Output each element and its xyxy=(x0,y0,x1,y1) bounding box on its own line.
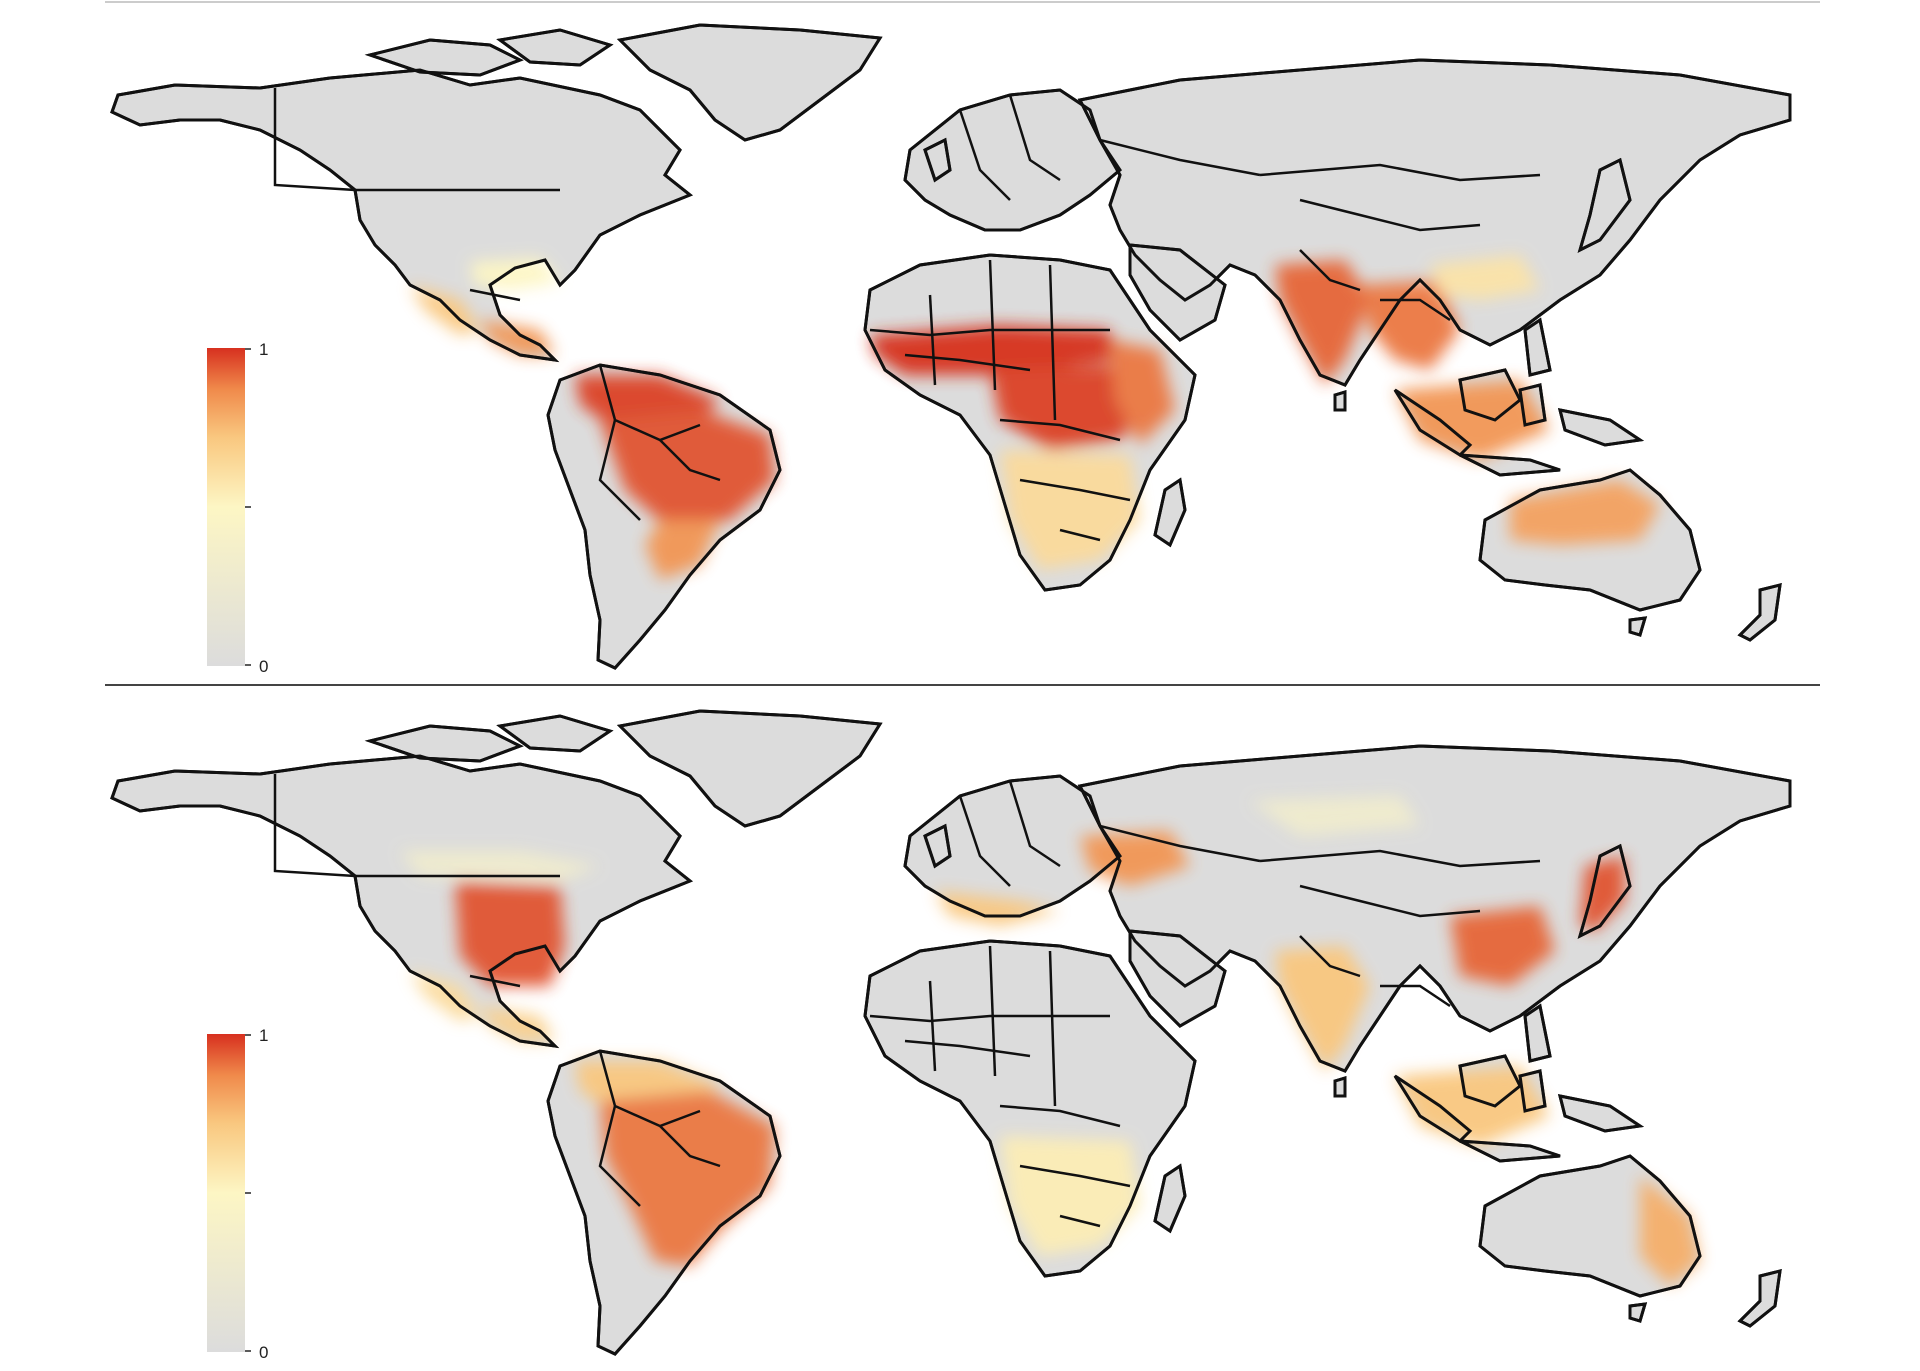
heat-region-top-india xyxy=(1275,260,1370,385)
heat-region-bottom-eastern-united-states xyxy=(455,881,565,986)
legend-top: 1 0 xyxy=(207,340,268,676)
heat-region-bottom-southern-europe xyxy=(935,891,1060,926)
legend-bottom: 1 0 xyxy=(207,1026,268,1362)
map-panel-bottom: 1 0 xyxy=(110,709,1792,1362)
heat-region-top-brazil-amazon xyxy=(600,410,775,530)
heat-region-bottom-brazil xyxy=(600,1091,775,1266)
heat-region-top-indonesia xyxy=(1395,380,1550,460)
legend-max-label-top: 1 xyxy=(259,340,268,359)
heat-region-top-brazil-south xyxy=(645,520,720,580)
heat-region-bottom-central-america xyxy=(480,1006,555,1041)
heat-region-bottom-southern-africa xyxy=(1000,1136,1140,1256)
heat-region-top-southern-china xyxy=(1430,255,1540,300)
heat-region-bottom-eastern-china xyxy=(1450,906,1555,986)
legend-min-label-bottom: 0 xyxy=(259,1343,268,1362)
heat-region-top-central-africa xyxy=(990,365,1150,450)
heat-region-top-northern-australia xyxy=(1510,480,1660,545)
heat-region-bottom-india xyxy=(1275,946,1370,1071)
legend-colorbar-top xyxy=(207,348,245,666)
legend-max-label-bottom: 1 xyxy=(259,1026,268,1045)
heat-region-top-east-africa xyxy=(1110,340,1175,445)
heat-region-bottom-japan xyxy=(1580,856,1625,931)
heat-region-bottom-indonesia xyxy=(1395,1066,1550,1146)
heat-layer-bottom xyxy=(400,796,1700,1286)
legend-colorbar-bottom xyxy=(207,1034,245,1352)
legend-min-label-top: 0 xyxy=(259,657,268,676)
heat-region-top-southern-africa xyxy=(1000,450,1140,570)
heat-region-top-southeast-asia xyxy=(1360,280,1460,370)
heat-region-bottom-southern-canada xyxy=(400,851,600,881)
map-panel-top: 1 0 xyxy=(105,1,1820,676)
heat-region-bottom-central-russia xyxy=(1250,796,1420,836)
heat-region-bottom-eastern-australia xyxy=(1640,1176,1700,1286)
heat-region-top-central-america xyxy=(480,320,555,355)
land-bottom xyxy=(110,709,1792,1356)
heat-region-bottom-black-sea-region xyxy=(1080,831,1190,886)
